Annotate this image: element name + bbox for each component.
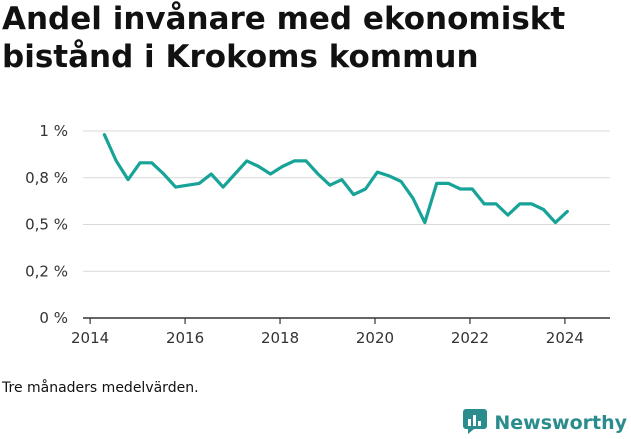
- series-line: [102, 133, 569, 225]
- x-axis: [83, 317, 610, 324]
- x-tick-label: 2024: [546, 329, 584, 347]
- brand-logo[interactable]: Newsworthy: [462, 408, 627, 438]
- y-tick-label: 0 %: [39, 309, 68, 327]
- footnote: Tre månaders medelvärden.: [2, 380, 199, 396]
- grid-lines: [83, 130, 610, 272]
- x-tick-label: 2020: [356, 329, 394, 347]
- x-tick-label: 2014: [71, 329, 109, 347]
- chart-title: Andel invånare med ekonomiskt bistånd i …: [2, 1, 566, 75]
- y-tick-label: 0,2 %: [25, 262, 68, 280]
- y-axis-labels: 0 % 0,2 % 0,5 % 0,8 % 1 %: [25, 122, 68, 327]
- x-tick-label: 2018: [261, 329, 299, 347]
- series-layer: [102, 133, 569, 225]
- y-tick-label: 0,5 %: [25, 216, 68, 234]
- y-tick-label: 0,8 %: [25, 169, 68, 187]
- y-tick-label: 1 %: [39, 122, 68, 140]
- brand-name: Newsworthy: [494, 412, 627, 434]
- x-tick-label: 2016: [166, 329, 204, 347]
- x-axis-labels: 2014 2016 2018 2020 2022 2024: [71, 329, 584, 347]
- x-tick-label: 2022: [451, 329, 489, 347]
- bar-chart-logo-icon: [462, 408, 488, 438]
